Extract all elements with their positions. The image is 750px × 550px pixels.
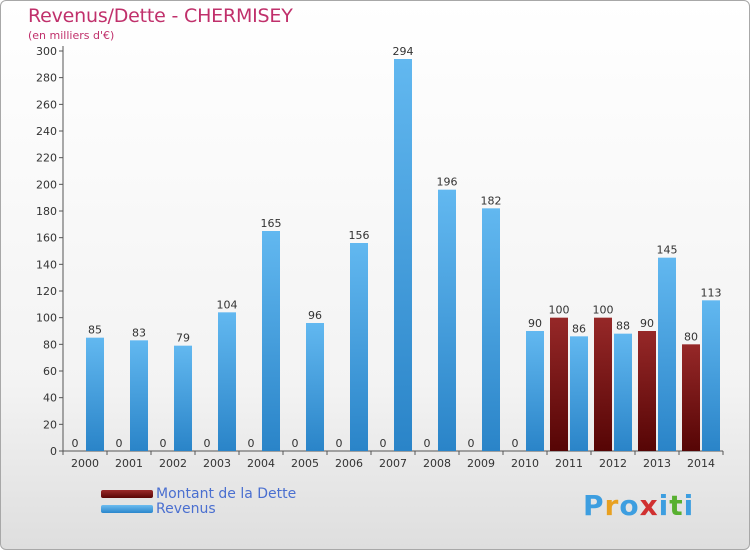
revenue-value-label: 113 xyxy=(701,286,722,299)
y-tick-label: 260 xyxy=(36,98,57,111)
logo-letter: i xyxy=(683,489,695,522)
legend-label-debt: Montant de la Dette xyxy=(156,486,297,502)
x-tick-label: 2007 xyxy=(379,457,407,470)
x-tick-label: 2013 xyxy=(643,457,671,470)
y-tick-label: 100 xyxy=(36,312,57,325)
revenue-bar xyxy=(86,337,104,451)
revenue-bar xyxy=(306,323,324,451)
revenue-bar xyxy=(174,345,192,451)
legend-swatch-debt xyxy=(101,490,153,498)
debt-bar xyxy=(550,317,568,451)
y-tick-label: 80 xyxy=(43,338,57,351)
debt-value-label: 0 xyxy=(424,437,431,450)
revenue-bar xyxy=(350,243,368,451)
logo-letter: i xyxy=(658,489,670,522)
x-tick-label: 2008 xyxy=(423,457,451,470)
x-tick-label: 2002 xyxy=(159,457,187,470)
x-tick-label: 2014 xyxy=(687,457,715,470)
x-tick-label: 2010 xyxy=(511,457,539,470)
debt-value-label: 100 xyxy=(593,304,614,317)
revenue-bar xyxy=(658,257,676,451)
revenue-value-label: 294 xyxy=(393,45,414,58)
debt-value-label: 90 xyxy=(640,317,654,330)
revenue-value-label: 196 xyxy=(437,176,458,189)
revenue-value-label: 88 xyxy=(616,320,630,333)
logo-letter: x xyxy=(639,489,659,522)
y-tick-label: 240 xyxy=(36,125,57,138)
y-tick-label: 280 xyxy=(36,72,57,85)
logo-letter: o xyxy=(619,489,640,522)
x-tick-label: 2005 xyxy=(291,457,319,470)
revenue-value-label: 182 xyxy=(481,194,502,207)
x-tick-label: 2006 xyxy=(335,457,363,470)
y-tick-label: 160 xyxy=(36,232,57,245)
chart-title: Revenus/Dette - CHERMISEY xyxy=(28,5,293,27)
x-tick-label: 2004 xyxy=(247,457,275,470)
debt-value-label: 0 xyxy=(204,437,211,450)
revenue-bar xyxy=(438,189,456,451)
revenue-bar xyxy=(482,208,500,451)
debt-value-label: 0 xyxy=(512,437,519,450)
revenue-value-label: 96 xyxy=(308,309,322,322)
debt-value-label: 0 xyxy=(336,437,343,450)
revenue-value-label: 90 xyxy=(528,317,542,330)
legend-swatch-revenue xyxy=(101,505,153,513)
revenue-bar xyxy=(262,231,280,451)
revenue-value-label: 86 xyxy=(572,322,586,335)
revenue-value-label: 83 xyxy=(132,326,146,339)
y-tick-label: 20 xyxy=(43,418,57,431)
debt-bar xyxy=(638,331,656,451)
x-tick-label: 2000 xyxy=(71,457,99,470)
debt-bar xyxy=(682,344,700,451)
y-tick-label: 60 xyxy=(43,365,57,378)
y-tick-label: 120 xyxy=(36,285,57,298)
debt-value-label: 0 xyxy=(72,437,79,450)
logo-letter: t xyxy=(669,489,684,522)
y-tick-label: 40 xyxy=(43,392,57,405)
y-tick-label: 220 xyxy=(36,152,57,165)
revenue-bar xyxy=(702,300,720,451)
x-tick-label: 2003 xyxy=(203,457,231,470)
x-tick-label: 2012 xyxy=(599,457,627,470)
logo-letter: r xyxy=(604,489,620,522)
debt-value-label: 0 xyxy=(160,437,167,450)
debt-value-label: 0 xyxy=(468,437,475,450)
debt-value-label: 0 xyxy=(380,437,387,450)
x-tick-label: 2009 xyxy=(467,457,495,470)
x-tick-label: 2001 xyxy=(115,457,143,470)
revenue-bar xyxy=(570,336,588,451)
proxiti-logo: Proxiti xyxy=(583,489,694,522)
revenue-bar xyxy=(614,333,632,451)
logo-letter: P xyxy=(583,489,605,522)
y-tick-label: 140 xyxy=(36,258,57,271)
revenue-value-label: 85 xyxy=(88,324,102,337)
debt-value-label: 80 xyxy=(684,330,698,343)
y-tick-label: 200 xyxy=(36,178,57,191)
debt-value-label: 0 xyxy=(292,437,299,450)
debt-value-label: 100 xyxy=(549,304,570,317)
revenue-bar xyxy=(130,340,148,451)
revenue-value-label: 145 xyxy=(657,244,678,257)
revenue-value-label: 79 xyxy=(176,332,190,345)
revenue-value-label: 156 xyxy=(349,229,370,242)
debt-value-label: 0 xyxy=(248,437,255,450)
y-tick-label: 300 xyxy=(36,45,57,58)
revenue-bar xyxy=(394,59,412,451)
revenue-value-label: 165 xyxy=(261,217,282,230)
y-tick-label: 180 xyxy=(36,205,57,218)
x-tick-label: 2011 xyxy=(555,457,583,470)
debt-value-label: 0 xyxy=(116,437,123,450)
y-tick-label: 0 xyxy=(50,445,57,458)
legend-label-revenue: Revenus xyxy=(156,501,216,517)
revenue-bar xyxy=(218,312,236,451)
chart-subtitle: (en milliers d'€) xyxy=(28,29,115,42)
revenue-value-label: 104 xyxy=(217,298,238,311)
debt-bar xyxy=(594,317,612,451)
revenue-bar xyxy=(526,331,544,451)
